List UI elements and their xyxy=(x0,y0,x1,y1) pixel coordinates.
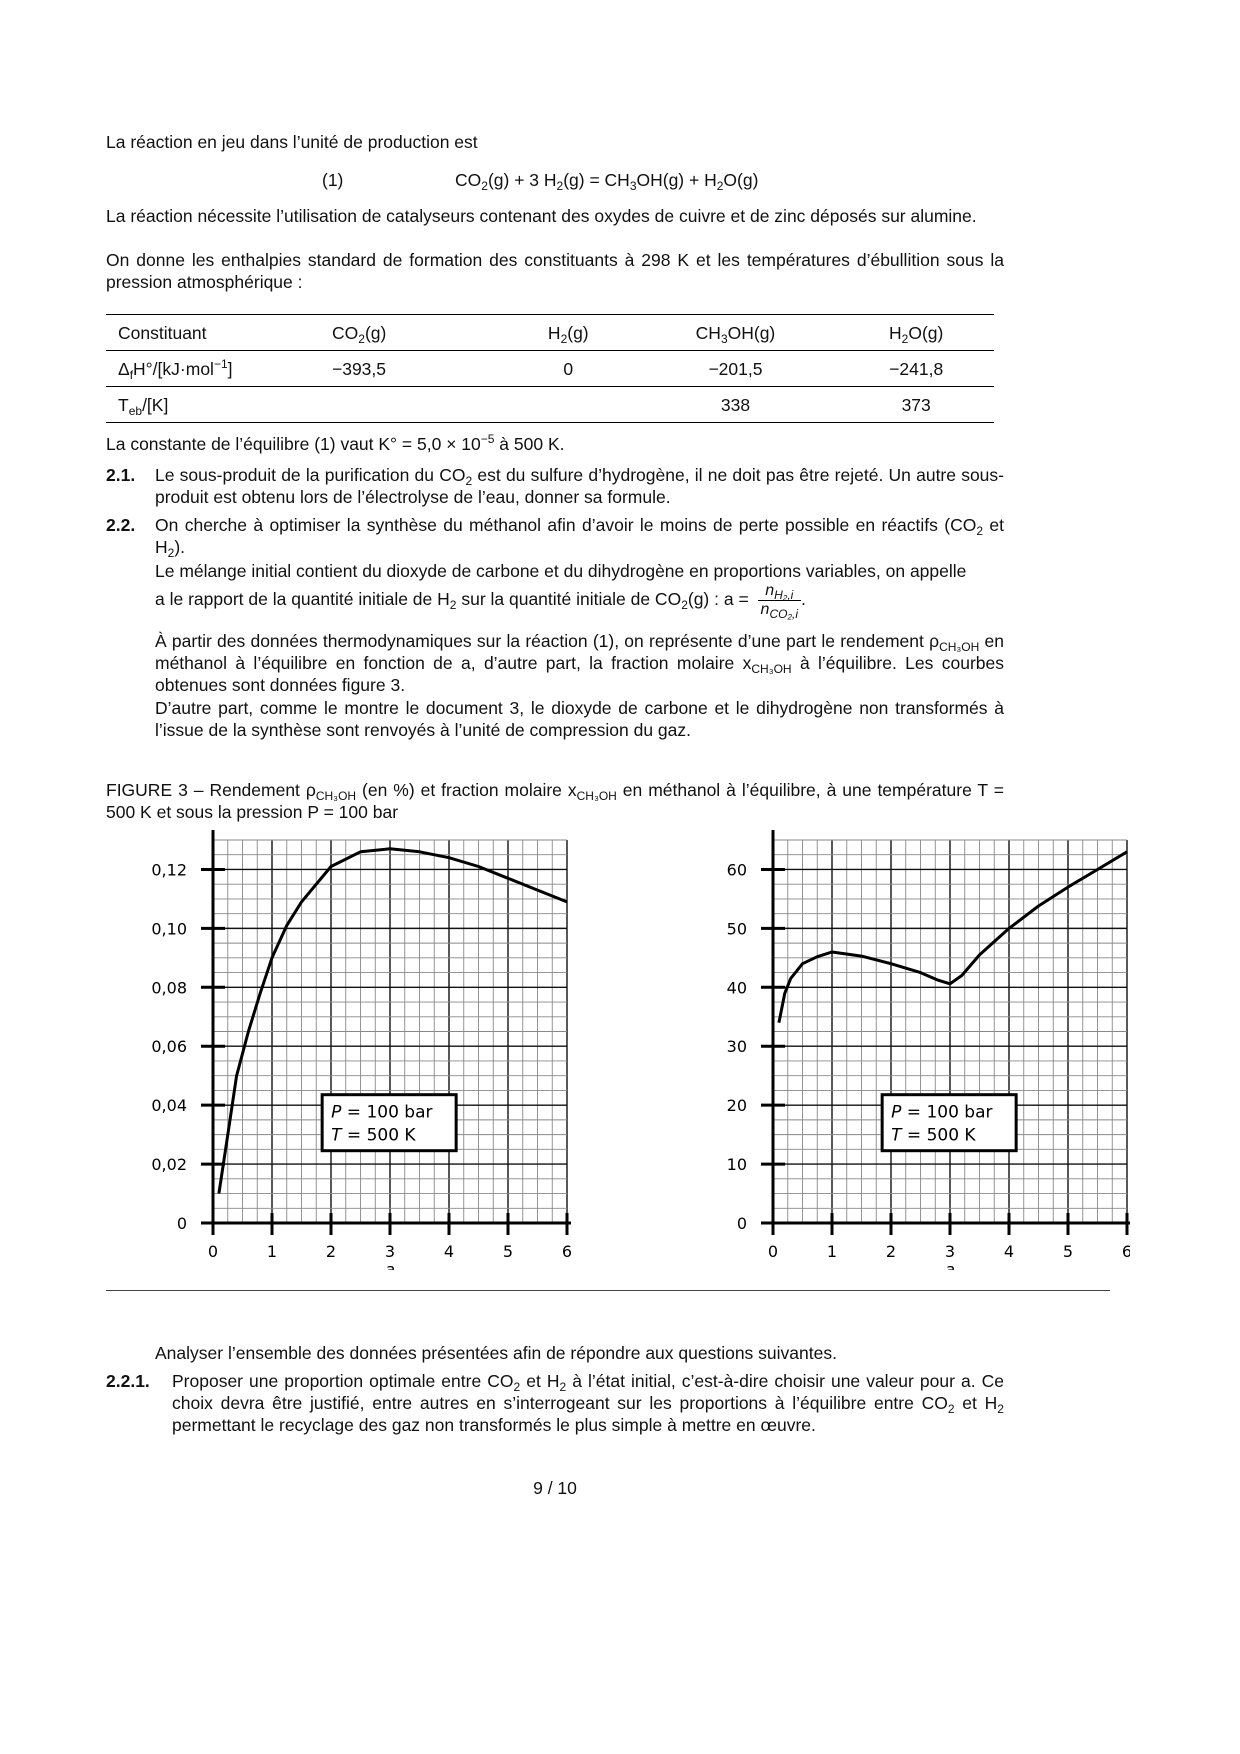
conditions-text: P = 100 bar xyxy=(331,1103,432,1123)
chart-mole-fraction: 00,020,040,060,080,100,120123456axCH₃OHP… xyxy=(151,830,572,1270)
instruction-text: Analyser l’ensemble des données présenté… xyxy=(155,1343,837,1363)
x-tick-label: 2 xyxy=(326,1242,336,1261)
question-number: 2.1. xyxy=(106,465,136,485)
x-tick-label: 6 xyxy=(1122,1242,1130,1261)
equilibrium-constant: La constante de l’équilibre (1) vaut K° … xyxy=(106,432,565,454)
question-number: 2.2.1. xyxy=(106,1371,150,1391)
row-label: Teb/[K] xyxy=(106,386,320,423)
conditions-box xyxy=(880,1093,1018,1153)
y-tick-label: 0,06 xyxy=(151,1037,187,1056)
y-tick-label: 0,04 xyxy=(151,1096,187,1115)
row-label: ΔfH°/[kJ·mol−1] xyxy=(106,350,320,387)
x-tick-label: 5 xyxy=(503,1242,513,1261)
y-tick-label: 30 xyxy=(727,1037,747,1056)
y-tick-label: 0 xyxy=(737,1214,747,1233)
fraction-denominator: nCO₂,i xyxy=(760,601,799,621)
table-row: Teb/[K] 338 373 xyxy=(106,386,994,423)
equation-label: (1) xyxy=(322,170,344,190)
data-curve xyxy=(777,850,1128,1023)
x-tick-label: 2 xyxy=(886,1242,896,1261)
question-2-1: Le sous-produit de la purification du CO… xyxy=(155,465,1004,507)
x-tick-label: 5 xyxy=(1063,1242,1073,1261)
y-tick-label: 60 xyxy=(727,860,747,879)
x-tick-label: 1 xyxy=(827,1242,837,1261)
x-tick-label: 4 xyxy=(1004,1242,1014,1261)
y-tick-label: 0,10 xyxy=(151,919,187,938)
x-axis-label: a xyxy=(945,1260,955,1270)
question-2-2-p5: D’autre part, comme le montre le documen… xyxy=(155,698,1004,740)
conditions-text: P = 100 bar xyxy=(891,1103,992,1123)
question-2-2-p1: On cherche à optimiser la synthèse du mé… xyxy=(155,515,1004,560)
cell xyxy=(320,386,504,423)
x-tick-label: 0 xyxy=(768,1242,778,1261)
y-tick-label: 20 xyxy=(727,1096,747,1115)
y-tick-label: 0,08 xyxy=(151,978,187,997)
header-cell: H2O(g) xyxy=(838,314,994,351)
cell xyxy=(504,386,633,423)
page-number: 9 / 10 xyxy=(533,1478,577,1498)
x-tick-label: 1 xyxy=(267,1242,277,1261)
table-row: ΔfH°/[kJ·mol−1] −393,5 0 −201,5 −241,8 xyxy=(106,350,994,387)
header-cell: H2(g) xyxy=(504,314,633,351)
intro-text: La réaction en jeu dans l’unité de produ… xyxy=(106,132,478,152)
table-header-row: Constituant CO2(g) H2(g) CH3OH(g) H2O(g) xyxy=(106,314,994,351)
x-tick-label: 3 xyxy=(385,1242,395,1261)
x-tick-label: 3 xyxy=(945,1242,955,1261)
divider xyxy=(106,1290,1110,1291)
reaction-equation: CO2(g) + 3 H2(g) = CH3OH(g) + H2O(g) xyxy=(455,170,759,193)
y-tick-label: 40 xyxy=(727,978,747,997)
catalyst-paragraph: La réaction nécessite l’utilisation de c… xyxy=(106,206,977,226)
y-tick-label: 10 xyxy=(727,1155,747,1174)
figure-caption: FIGURE 3 – Rendement ρCH₃OH (en %) et fr… xyxy=(106,780,1004,822)
conditions-text: T = 500 K xyxy=(891,1126,976,1146)
cell: −241,8 xyxy=(838,350,994,387)
header-cell: CH3OH(g) xyxy=(632,314,839,351)
question-2-2-p3: a le rapport de la quantité initiale de … xyxy=(155,582,806,621)
cell: 373 xyxy=(838,386,994,423)
question-number: 2.2. xyxy=(106,515,136,535)
header-cell: CO2(g) xyxy=(320,314,504,351)
conditions-box xyxy=(320,1093,458,1153)
header-cell: Constituant xyxy=(106,314,320,351)
question-2-2-p4: À partir des données thermodynamiques su… xyxy=(155,631,1005,695)
cell: −393,5 xyxy=(320,350,504,387)
question-2-2-p2: Le mélange initial contient du dioxyde d… xyxy=(155,561,967,581)
ratio-definition: a le rapport de la quantité initiale de … xyxy=(155,589,749,613)
y-tick-label: 0,12 xyxy=(151,860,187,879)
x-tick-label: 0 xyxy=(208,1242,218,1261)
conditions-text: T = 500 K xyxy=(331,1126,416,1146)
x-axis-label: a xyxy=(385,1260,395,1270)
x-tick-label: 6 xyxy=(562,1242,572,1261)
ratio-fraction: nH₂,i nCO₂,i xyxy=(757,582,802,621)
chart-yield: 01020304050600123456aρCH₃OH(%)P = 100 ba… xyxy=(727,830,1130,1270)
cell: 0 xyxy=(504,350,633,387)
y-tick-label: 0,02 xyxy=(151,1155,187,1174)
data-curve xyxy=(217,847,568,1194)
thermo-table: Constituant CO2(g) H2(g) CH3OH(g) H2O(g)… xyxy=(106,314,994,423)
y-tick-label: 50 xyxy=(727,919,747,938)
question-2-2-1: Proposer une proportion optimale entre C… xyxy=(172,1371,1004,1435)
y-tick-label: 0 xyxy=(177,1214,187,1233)
data-paragraph: On donne les enthalpies standard de form… xyxy=(106,250,1004,292)
fraction-numerator: nH₂,i xyxy=(757,582,802,601)
cell: −201,5 xyxy=(632,350,839,387)
cell: 338 xyxy=(632,386,839,423)
x-tick-label: 4 xyxy=(444,1242,454,1261)
